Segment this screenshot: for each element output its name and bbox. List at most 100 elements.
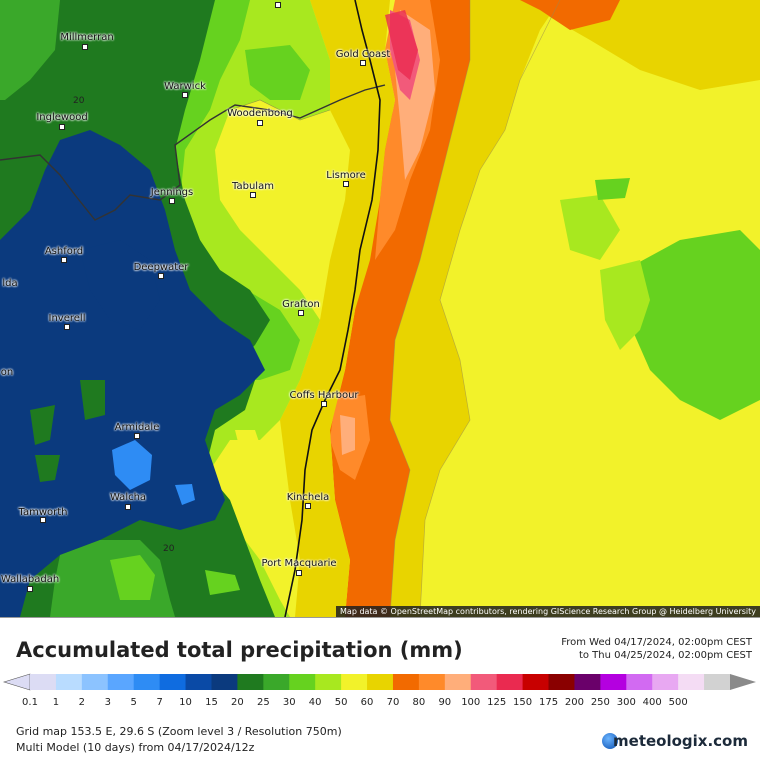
legend-label: 125 — [487, 697, 507, 708]
brand-logo[interactable]: meteologix.com — [613, 732, 748, 750]
legend-right-arrow-icon — [730, 674, 756, 690]
legend-swatch — [341, 674, 368, 690]
legend-label: 15 — [205, 697, 218, 708]
deepwater-marker — [158, 273, 164, 279]
contour-label: 20 — [163, 544, 175, 554]
legend-swatch — [263, 674, 290, 690]
legend-label: 90 — [438, 697, 452, 708]
legend-swatch — [185, 674, 212, 690]
legend-swatch — [600, 674, 627, 690]
inglewood-marker — [59, 124, 65, 130]
place-deepwater: Deepwater — [133, 262, 189, 273]
period-to: to Thu 04/25/2024, 02:00pm CEST — [578, 650, 752, 661]
legend-label: 60 — [360, 697, 374, 708]
precipitation-field — [0, 0, 760, 617]
legend-label: 175 — [538, 697, 559, 708]
place-warwick: Warwick — [164, 81, 206, 92]
port-macquarie-marker — [296, 570, 302, 576]
legend-label: 250 — [590, 697, 610, 708]
legend-left-arrow-icon — [2, 673, 31, 691]
legend-label: 7 — [156, 697, 163, 708]
precipitation-map[interactable]: Millmerran Warwick Inglewood Woodenbong … — [0, 0, 760, 617]
legend-swatch — [159, 674, 187, 690]
place-tabulam: Tabulam — [232, 181, 274, 192]
legend-label: 150 — [513, 697, 533, 708]
inverell-marker — [64, 324, 70, 330]
kinchela-marker — [305, 503, 311, 509]
legend-swatch — [496, 674, 524, 690]
legend-swatch — [211, 674, 238, 690]
legend-swatch — [55, 674, 83, 690]
place-inverell: Inverell — [48, 313, 86, 324]
legend-label: 5 — [130, 697, 137, 708]
grafton-marker — [298, 310, 304, 316]
place-jennings: Jennings — [150, 187, 194, 198]
legend-swatch — [444, 674, 472, 690]
place-inglewood: Inglewood — [36, 112, 88, 123]
armidale-marker — [134, 433, 140, 439]
millmerran-marker — [82, 44, 88, 50]
meteologix-globe-icon — [602, 733, 618, 749]
legend-label: 0.1 — [22, 697, 38, 708]
map-attribution: Map data © OpenStreetMap contributors, r… — [336, 606, 760, 617]
legend-label: 40 — [308, 697, 322, 708]
legend-label: 1 — [52, 697, 60, 708]
legend-swatch — [81, 674, 109, 690]
legend-swatch — [678, 674, 705, 690]
legend-swatch — [548, 674, 575, 690]
ashford-marker — [61, 257, 67, 263]
legend-swatch — [107, 674, 135, 690]
grid-info: Grid map 153.5 E, 29.6 S (Zoom level 3 /… — [16, 725, 342, 738]
place-tamworth: Tamworth — [18, 507, 68, 518]
tabulam-marker — [250, 192, 256, 198]
legend-label: 10 — [179, 697, 192, 708]
place-armidale: Armidale — [114, 422, 160, 433]
place-kinchela: Kinchela — [286, 492, 330, 503]
wallabadah-marker — [27, 586, 33, 592]
legend-label: 50 — [334, 697, 348, 708]
contour-label: 20 — [73, 96, 85, 106]
legend-swatch — [626, 674, 653, 690]
color-scale — [2, 673, 756, 691]
legend-label: 200 — [564, 697, 584, 708]
legend-label: 30 — [282, 697, 296, 708]
legend-label: 400 — [642, 697, 662, 708]
legend-panel: Accumulated total precipitation (mm) Fro… — [0, 617, 760, 761]
legend-swatch — [133, 674, 161, 690]
legend-swatch — [367, 674, 394, 690]
jennings-marker — [169, 198, 175, 204]
tamworth-marker — [40, 517, 46, 523]
legend-label: 20 — [231, 697, 244, 708]
place-ashford: Ashford — [44, 246, 84, 257]
place-on: on — [0, 367, 14, 378]
lismore-marker — [343, 181, 349, 187]
place-coffs-harbour: Coffs Harbour — [289, 390, 359, 401]
model-info: Multi Model (10 days) from 04/17/2024/12… — [16, 741, 255, 754]
place-alda: lda — [2, 278, 18, 289]
warwick-marker — [182, 92, 188, 98]
legend-label: 3 — [104, 697, 111, 708]
legend-label: 500 — [668, 697, 688, 708]
legend-swatch — [237, 674, 264, 690]
legend-swatch — [704, 674, 731, 690]
place-wallabadah: Wallabadah — [0, 574, 60, 585]
valid-period: From Wed 04/17/2024, 02:00pm CEST to Thu… — [561, 636, 752, 662]
coffs-harbour-marker — [321, 401, 327, 407]
place-woodenbong: Woodenbong — [227, 108, 293, 119]
walcha-marker — [125, 504, 131, 510]
legend-label: 70 — [386, 697, 400, 708]
top-town-marker — [275, 2, 281, 8]
place-gold-coast: Gold Coast — [335, 49, 391, 60]
place-grafton: Grafton — [282, 299, 320, 310]
legend-swatch — [289, 674, 316, 690]
period-from: From Wed 04/17/2024, 02:00pm CEST — [561, 637, 752, 648]
legend-swatch — [652, 674, 679, 690]
legend-label: 100 — [461, 697, 481, 708]
legend-swatch — [392, 674, 420, 690]
legend-swatch — [574, 674, 601, 690]
legend-label: 300 — [616, 697, 636, 708]
legend-swatch — [30, 674, 57, 690]
map-title: Accumulated total precipitation (mm) — [16, 638, 463, 662]
legend-label: 80 — [412, 697, 426, 708]
legend-swatch — [470, 674, 498, 690]
